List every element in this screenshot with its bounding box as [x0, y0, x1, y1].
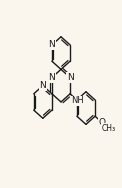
- Text: N: N: [67, 73, 73, 82]
- Text: N: N: [49, 73, 55, 82]
- Text: O: O: [98, 118, 105, 127]
- Text: CH₃: CH₃: [102, 124, 116, 133]
- Text: NH: NH: [71, 96, 84, 105]
- Text: N: N: [49, 40, 55, 49]
- Text: N: N: [39, 81, 46, 90]
